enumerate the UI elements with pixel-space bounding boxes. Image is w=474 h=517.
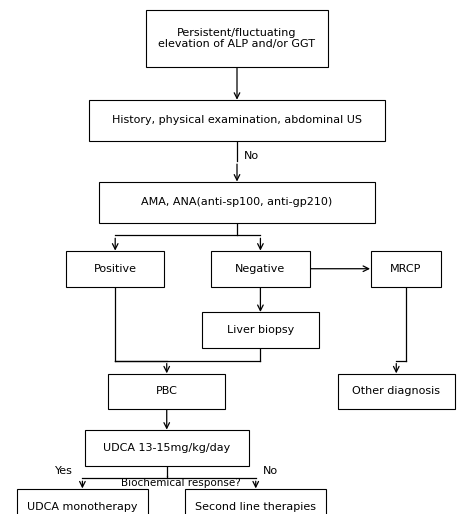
Text: Other diagnosis: Other diagnosis: [352, 387, 440, 397]
Text: Negative: Negative: [235, 264, 285, 273]
Text: Persistent/fluctuating
elevation of ALP and/or GGT: Persistent/fluctuating elevation of ALP …: [158, 28, 316, 50]
FancyBboxPatch shape: [202, 312, 319, 348]
FancyBboxPatch shape: [211, 251, 310, 286]
Text: UDCA monotherapy: UDCA monotherapy: [27, 501, 137, 511]
Text: MRCP: MRCP: [390, 264, 421, 273]
FancyBboxPatch shape: [99, 182, 375, 223]
FancyBboxPatch shape: [146, 10, 328, 67]
Text: Liver biopsy: Liver biopsy: [227, 325, 294, 335]
FancyBboxPatch shape: [371, 251, 441, 286]
Text: Positive: Positive: [94, 264, 137, 273]
Text: Yes: Yes: [55, 466, 73, 476]
Text: AMA, ANA(anti-sp100, anti-gp210): AMA, ANA(anti-sp100, anti-gp210): [141, 197, 333, 207]
FancyBboxPatch shape: [108, 374, 225, 409]
FancyBboxPatch shape: [90, 100, 384, 141]
FancyBboxPatch shape: [185, 489, 326, 517]
Text: No: No: [244, 151, 259, 161]
FancyBboxPatch shape: [85, 430, 249, 466]
Text: Second line therapies: Second line therapies: [195, 501, 316, 511]
Text: No: No: [263, 466, 278, 476]
FancyBboxPatch shape: [66, 251, 164, 286]
Text: UDCA 13-15mg/kg/day: UDCA 13-15mg/kg/day: [103, 443, 230, 453]
Text: PBC: PBC: [156, 387, 178, 397]
Text: Biochemical response?: Biochemical response?: [121, 478, 241, 489]
Text: History, physical examination, abdominal US: History, physical examination, abdominal…: [112, 115, 362, 126]
FancyBboxPatch shape: [337, 374, 455, 409]
FancyBboxPatch shape: [17, 489, 148, 517]
